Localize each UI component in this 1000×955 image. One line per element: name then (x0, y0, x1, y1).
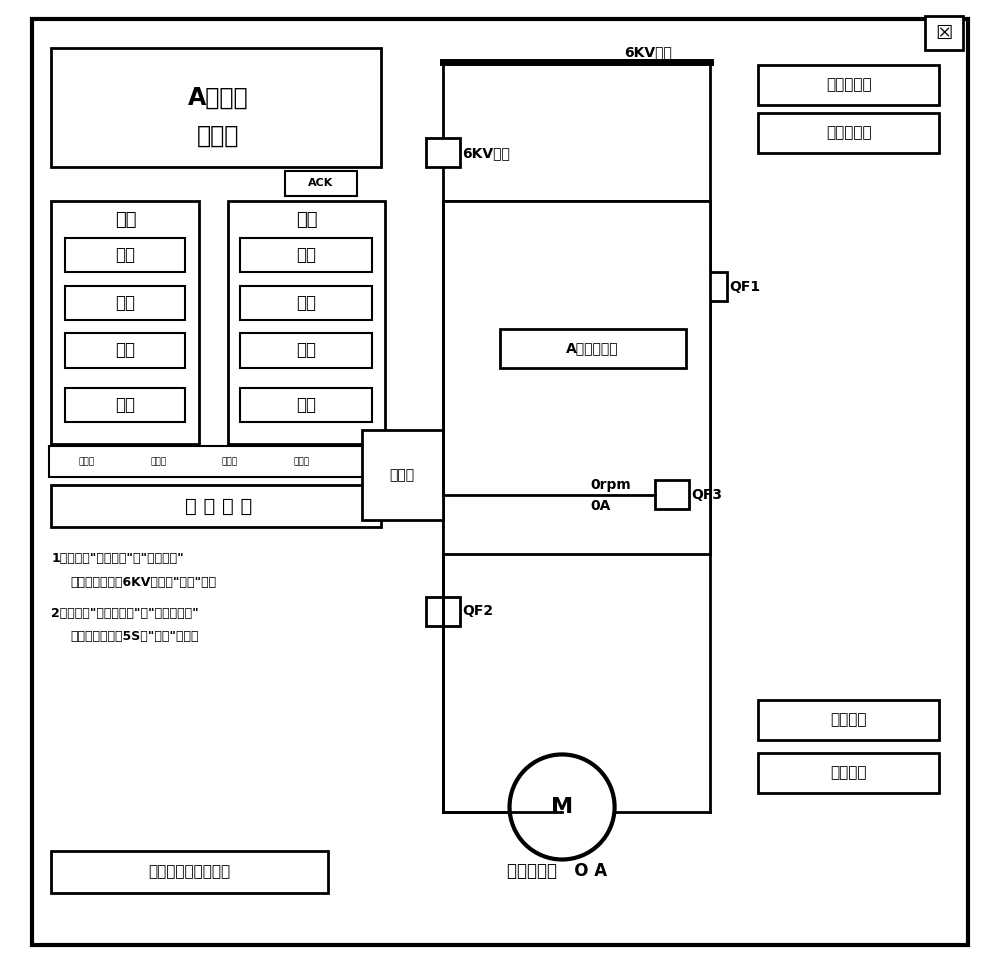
Text: M: M (551, 797, 573, 817)
FancyBboxPatch shape (426, 597, 460, 626)
Text: 已启: 已启 (296, 246, 316, 264)
FancyBboxPatch shape (269, 450, 334, 475)
FancyBboxPatch shape (65, 286, 185, 320)
Text: 0A: 0A (591, 499, 611, 513)
FancyBboxPatch shape (693, 272, 727, 301)
Text: 已停: 已停 (296, 294, 316, 311)
FancyBboxPatch shape (758, 113, 939, 153)
FancyBboxPatch shape (49, 446, 385, 478)
Text: 1、引风机"变频模式"或"工频模式": 1、引风机"变频模式"或"工频模式" (51, 552, 184, 565)
FancyBboxPatch shape (443, 201, 710, 554)
FancyBboxPatch shape (51, 851, 328, 893)
Text: 引风机电机   O A: 引风机电机 O A (507, 862, 607, 880)
Text: 启动: 启动 (116, 246, 136, 264)
Text: ACK: ACK (308, 179, 333, 188)
Text: 层未用: 层未用 (150, 457, 166, 467)
FancyBboxPatch shape (758, 700, 939, 740)
FancyBboxPatch shape (228, 201, 385, 444)
FancyBboxPatch shape (655, 480, 689, 509)
FancyBboxPatch shape (925, 16, 963, 50)
Text: 变频器: 变频器 (389, 469, 414, 482)
Text: 变频模式: 变频模式 (830, 765, 867, 780)
FancyBboxPatch shape (54, 450, 119, 475)
Text: 6KV母线: 6KV母线 (624, 46, 672, 59)
Text: 自动: 自动 (116, 396, 136, 414)
Text: 6KV开关: 6KV开关 (462, 146, 510, 159)
Text: 工频切变频: 工频切变频 (826, 77, 871, 93)
FancyBboxPatch shape (51, 201, 199, 444)
Text: 手动: 手动 (116, 342, 136, 359)
Text: 检 修 挂 牌: 检 修 挂 牌 (185, 497, 252, 516)
Text: 变频跳高压开关保护: 变频跳高压开关保护 (149, 864, 231, 880)
FancyBboxPatch shape (426, 138, 460, 167)
FancyBboxPatch shape (500, 329, 686, 368)
Text: 手动: 手动 (296, 342, 316, 359)
Text: 选择允许条件为6KV开关在"分闸"位。: 选择允许条件为6KV开关在"分闸"位。 (70, 576, 216, 589)
Text: 变频切工频: 变频切工频 (826, 125, 871, 140)
Text: 状态: 状态 (296, 211, 318, 228)
Text: 控制: 控制 (115, 211, 136, 228)
Text: 变频器: 变频器 (197, 123, 239, 148)
FancyBboxPatch shape (240, 333, 372, 368)
Text: ☒: ☒ (935, 24, 953, 43)
Text: 执行过程中可在5S内"取消"指令。: 执行过程中可在5S内"取消"指令。 (70, 630, 199, 644)
Text: 工频模式: 工频模式 (830, 712, 867, 728)
FancyBboxPatch shape (51, 485, 381, 527)
FancyBboxPatch shape (126, 450, 191, 475)
FancyBboxPatch shape (51, 48, 381, 167)
FancyBboxPatch shape (65, 333, 185, 368)
FancyBboxPatch shape (758, 65, 939, 105)
Text: A引变频充电: A引变频充电 (566, 342, 619, 355)
FancyBboxPatch shape (285, 171, 357, 196)
FancyBboxPatch shape (197, 450, 262, 475)
Text: A引风机: A引风机 (188, 85, 249, 110)
FancyBboxPatch shape (240, 238, 372, 272)
Text: 自动: 自动 (296, 396, 316, 414)
Text: QF2: QF2 (462, 605, 493, 618)
Text: 层回用: 层回用 (293, 457, 309, 467)
Text: 2、引风机"工频切变频"、"变频切工频": 2、引风机"工频切变频"、"变频切工频" (51, 606, 199, 620)
Text: 0rpm: 0rpm (591, 478, 631, 492)
FancyBboxPatch shape (65, 238, 185, 272)
Text: QF1: QF1 (729, 280, 760, 293)
Text: 层未用: 层未用 (78, 457, 95, 467)
FancyBboxPatch shape (758, 753, 939, 793)
Text: QF3: QF3 (691, 488, 722, 501)
FancyBboxPatch shape (65, 388, 185, 422)
FancyBboxPatch shape (240, 388, 372, 422)
Text: 变频用: 变频用 (222, 457, 238, 467)
Text: 停止: 停止 (116, 294, 136, 311)
FancyBboxPatch shape (362, 430, 443, 520)
FancyBboxPatch shape (32, 19, 968, 945)
FancyBboxPatch shape (240, 286, 372, 320)
